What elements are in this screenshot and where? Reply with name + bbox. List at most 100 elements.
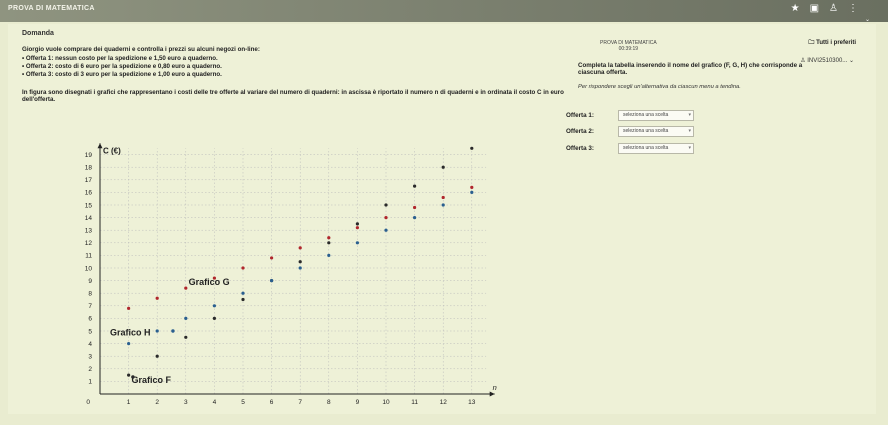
series-label: Grafico F [131,375,171,385]
data-point [298,246,302,250]
x-tick-label: 10 [382,399,390,406]
data-point [327,253,331,257]
data-point [470,190,474,194]
y-tick-label: 16 [85,190,93,197]
data-point [155,354,159,358]
y-tick-label: 7 [88,303,92,310]
y-axis-label: C (€) [103,147,121,156]
data-point [384,228,388,232]
data-point [413,184,417,188]
question-heading: Domanda [22,30,54,37]
favorites-button[interactable]: 🗀 Tutti i preferiti [808,38,856,48]
answer-select-offer-1[interactable]: seleziona una scelta ▾ [618,110,694,121]
data-point [355,222,359,226]
user-code-label: INVI2510300... [807,58,848,64]
legend-marker [131,375,135,379]
data-point [155,296,159,300]
y-tick-label: 17 [85,177,93,184]
data-point [184,335,188,339]
y-tick-label: 5 [88,328,92,335]
y-tick-label: 6 [88,316,92,323]
x-tick-label: 5 [241,399,245,406]
data-point [441,165,445,169]
data-point [155,329,159,333]
data-point [384,216,388,220]
data-point [127,306,131,310]
task-note: Per rispondere scegli un'alternativa da … [578,83,741,90]
chevron-down-icon: ▾ [688,128,691,134]
star-icon[interactable]: ★ [790,3,800,14]
data-point [241,266,245,270]
data-point [298,260,302,264]
answer-label: Offerta 3: [566,145,594,152]
data-point [441,203,445,207]
offer-1-text: • Offerta 1: nessun costo per la spedizi… [22,55,218,62]
x-tick-label: 3 [184,399,188,406]
user-icon[interactable]: ♙ [829,3,838,14]
y-tick-label: 4 [88,341,92,348]
task-instruction: Completa la tabella inserendo il nome de… [578,62,803,77]
timer-label: PROVA DI MATEMATICA [600,40,657,46]
chevron-down-icon: ▾ [688,112,691,118]
x-tick-label: 7 [298,399,302,406]
x-tick-label: 6 [270,399,274,406]
series-label: Grafico H [110,327,151,337]
question-intro: Giorgio vuole comprare dei quaderni e co… [22,46,260,53]
data-point [241,291,245,295]
y-tick-label: 19 [85,152,93,159]
window-controls: ★ ▣ ♙ ⋮ [791,3,858,14]
data-point [355,226,359,230]
question-description: In figura sono disegnati i grafici che r… [22,89,564,104]
y-tick-label: 18 [85,165,93,172]
legend-marker [171,329,175,333]
y-tick-label: 12 [85,240,93,247]
data-point [184,316,188,320]
y-tick-label: 1 [88,379,92,386]
answer-label: Offerta 1: [566,112,594,119]
folder-icon: 🗀 [808,40,815,46]
offer-3-text: • Offerta 3: costo di 3 euro per la sped… [22,71,222,78]
data-point [355,241,359,245]
x-tick-label: 4 [213,399,217,406]
data-point [327,236,331,240]
data-point [212,316,216,320]
offer-2-text: • Offerta 2: costo di 6 euro per la sped… [22,63,222,70]
answer-select-offer-3[interactable]: seleziona una scelta ▾ [618,143,694,154]
select-value: seleziona una scelta [623,145,669,151]
window-icon[interactable]: ▣ [809,3,820,14]
data-point [441,195,445,200]
data-point [470,185,474,189]
origin-label: 0 [86,399,90,406]
x-tick-label: 1 [127,399,131,406]
x-tick-label: 8 [327,399,331,406]
chevron-down-icon: ▾ [688,145,691,151]
answer-row-1: Offerta 1: seleziona una scelta ▾ [566,110,694,121]
x-tick-label: 9 [356,399,360,406]
y-tick-label: 11 [85,253,92,260]
chevron-down-icon[interactable]: ⌄ [864,17,870,23]
data-point [270,279,274,283]
app-title: PROVA DI MATEMATICA [8,5,95,12]
data-point [241,297,245,302]
chevron-down-icon: ⌄ [848,58,854,64]
y-tick-label: 9 [88,278,92,285]
timer-value: 00:39:19 [618,46,639,52]
answer-select-offer-2[interactable]: seleziona una scelta ▾ [618,126,694,137]
y-axis-arrow [97,143,103,149]
more-menu-icon[interactable]: ⋮ [848,3,858,14]
x-tick-label: 12 [440,399,448,406]
data-point [270,256,274,260]
user-code[interactable]: ♙ INVI2510300... ⌄ [800,57,854,64]
app-titlebar: PROVA DI MATEMATICA ★ ▣ ♙ ⋮ ⌄ [0,0,888,23]
answer-row-3: Offerta 3: seleziona una scelta ▾ [566,143,694,154]
y-tick-label: 14 [85,215,93,222]
data-point [327,241,331,245]
data-point [470,146,474,150]
data-point [127,373,131,377]
y-tick-label: 13 [85,228,93,235]
y-tick-label: 3 [88,354,92,361]
y-tick-label: 15 [85,202,93,209]
favorites-label: Tutti i preferiti [816,40,856,46]
data-point [413,216,417,220]
x-axis-arrow [489,391,495,397]
